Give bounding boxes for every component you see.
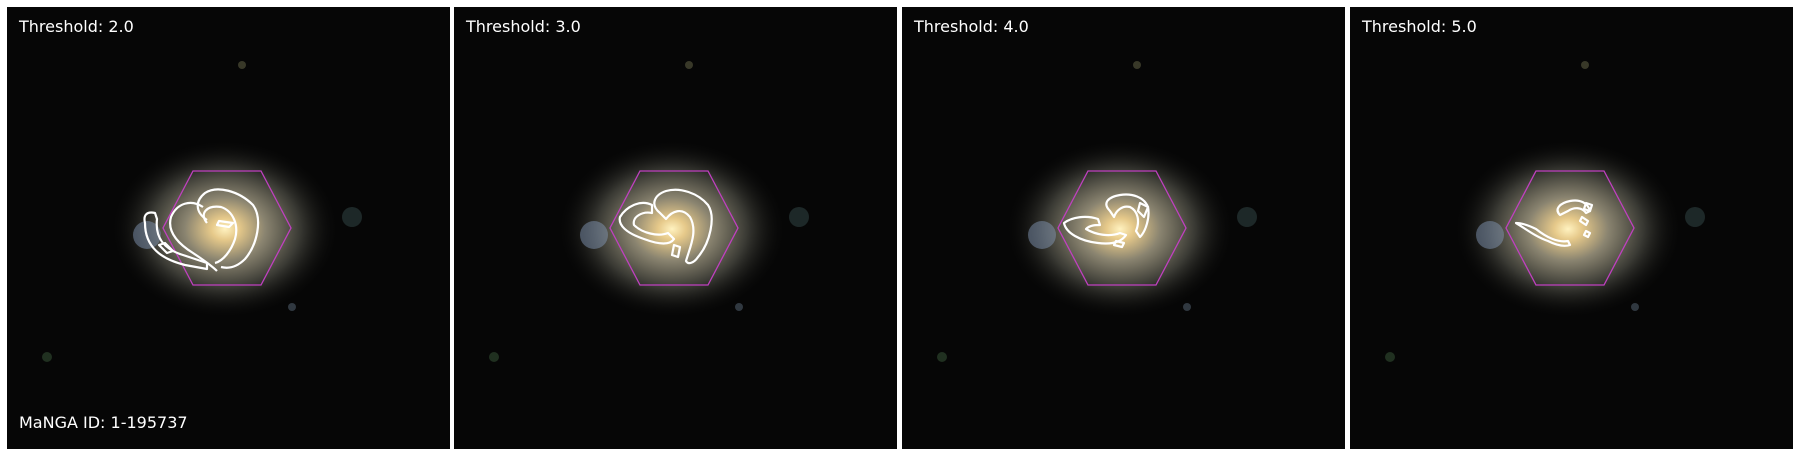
arm-contour [143, 188, 260, 272]
ifu-hexagon [609, 170, 739, 286]
panel-threshold-4: Threshold: 4.0 [902, 7, 1345, 449]
manga-id-label: MaNGA ID: 1-195737 [19, 413, 188, 432]
threshold-label: Threshold: 4.0 [914, 17, 1029, 36]
galaxy-image [902, 7, 1345, 449]
threshold-label: Threshold: 5.0 [1362, 17, 1477, 36]
ifu-hexagon [162, 170, 292, 286]
threshold-label: Threshold: 2.0 [19, 17, 134, 36]
panel-threshold-3: Threshold: 3.0 [454, 7, 897, 449]
arm-contour [618, 188, 713, 265]
panel-threshold-2: Threshold: 2.0 MaNGA ID: 1-195737 [7, 7, 450, 449]
ifu-hexagon [1057, 170, 1187, 286]
threshold-label: Threshold: 3.0 [466, 17, 581, 36]
galaxy-image [1350, 7, 1793, 449]
ifu-hexagon [1505, 170, 1635, 286]
arm-contour [1062, 193, 1150, 249]
arm-contour [1514, 199, 1594, 247]
panel-threshold-5: Threshold: 5.0 [1350, 7, 1793, 449]
galaxy-image [454, 7, 897, 449]
galaxy-image [7, 7, 450, 449]
